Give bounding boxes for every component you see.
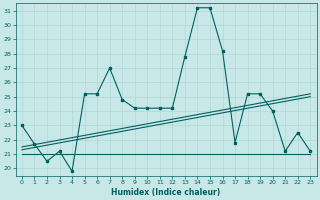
X-axis label: Humidex (Indice chaleur): Humidex (Indice chaleur) bbox=[111, 188, 221, 197]
